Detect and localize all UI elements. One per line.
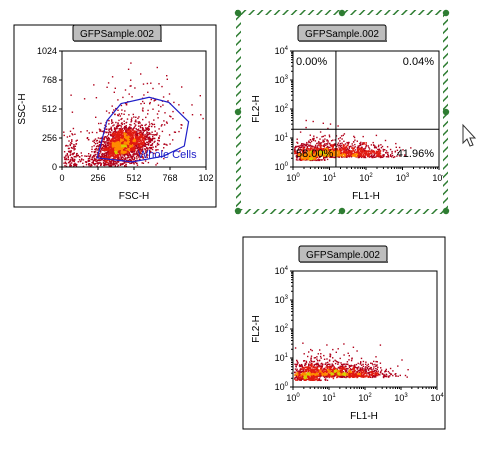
x-axis-label: FSC-H [119, 191, 150, 202]
plot-fl1-fl2[interactable]: GFPSample.002 100 101 102 103 10410010110210… [242, 236, 446, 430]
quadrant-lower-left-percent: 58.00% [296, 148, 334, 160]
gate-label: Whole Cells [138, 149, 197, 161]
x-tick-label: 100 [286, 173, 300, 183]
y-tick-label: 101 [275, 133, 289, 143]
x-tick-label: 103 [396, 173, 410, 183]
title-badge: GFPSample.002 [72, 24, 162, 42]
x-tick-label: 768 [162, 173, 177, 183]
x-tick-label: 512 [126, 173, 141, 183]
density-dots [294, 119, 412, 162]
y-axis-label: SSC-H [17, 93, 28, 124]
x-tick-label: 100 [286, 393, 300, 403]
axis-ticks: 0 256 512 768 102 0 256 512 768 1024 [37, 46, 214, 183]
plot-title: GFPSample.002 [80, 29, 154, 40]
x-axis-label: FL1-H [352, 191, 380, 202]
y-tick-label: 512 [42, 104, 57, 114]
quadrant-upper-left-percent: 0.00% [296, 56, 327, 68]
x-tick-label: 104 [430, 393, 444, 403]
gate-polygon[interactable] [96, 96, 190, 163]
x-tick-label: 256 [90, 173, 105, 183]
plot-fsc-ssc[interactable]: GFPSample.002 Whole Cells 0 256 512 768 1020… [13, 24, 217, 208]
mouse-pointer-icon [462, 123, 477, 147]
y-tick-label: 101 [275, 353, 289, 363]
plot-frame [242, 236, 446, 430]
x-tick-label: 101 [322, 393, 336, 403]
y-tick-label: 102 [275, 104, 289, 114]
x-tick-label: 102 [358, 393, 372, 403]
density-dots [294, 342, 409, 382]
y-axis-label: FL2-H [251, 315, 262, 343]
y-axis-label: FL2-H [251, 95, 262, 123]
y-tick-label: 100 [275, 162, 289, 172]
quadrant-upper-right-percent: 0.04% [403, 56, 434, 68]
title-badge: GFPSample.002 [298, 245, 388, 263]
x-tick-label: 101 [323, 173, 337, 183]
y-tick-label: 100 [275, 382, 289, 392]
plot-frame [237, 12, 447, 212]
y-tick-label: 0 [52, 162, 57, 172]
x-tick-label: 102 [359, 173, 373, 183]
x-tick-label: 102 [198, 173, 213, 183]
x-tick-label: 0 [59, 173, 64, 183]
density-dots [63, 62, 204, 168]
plot-title: GFPSample.002 [306, 250, 380, 261]
resize-handles[interactable] [234, 9, 450, 215]
selection-frame[interactable] [234, 9, 450, 215]
x-tick-label: 103 [394, 393, 408, 403]
axis-ticks: 100 101 102 103 104 100 101 102 103 104 [275, 266, 445, 403]
y-tick-label: 104 [275, 46, 289, 56]
quadrant-lines[interactable] [293, 51, 439, 167]
y-tick-label: 103 [275, 295, 289, 305]
y-tick-label: 1024 [37, 46, 57, 56]
y-tick-label: 768 [42, 75, 57, 85]
y-tick-label: 104 [275, 266, 289, 276]
y-tick-label: 103 [275, 75, 289, 85]
plot-fl1-fl2-quadrant[interactable]: GFPSample.002 0.00% 0.04% 58.00% 41.96% … [234, 9, 450, 215]
plot-title: GFPSample.002 [305, 29, 379, 40]
x-axis-label: FL1-H [350, 411, 378, 422]
y-tick-label: 102 [275, 324, 289, 334]
title-badge: GFPSample.002 [297, 24, 387, 42]
quadrant-lower-right-percent: 41.96% [397, 148, 435, 160]
y-tick-label: 256 [42, 133, 57, 143]
